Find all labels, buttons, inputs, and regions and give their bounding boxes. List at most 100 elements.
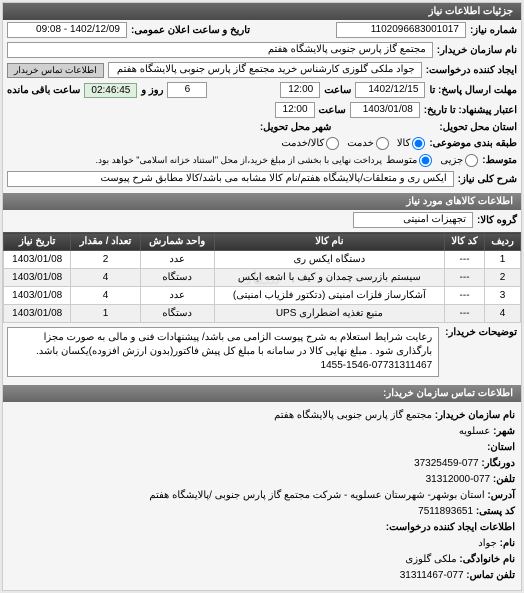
c-family-label: نام خانوادگی: [459, 554, 515, 565]
table-body: 1---دستگاه ایکس ریعدد21403/01/082---سیست… [4, 251, 521, 323]
c-creator-info-label: اطلاعات ایجاد کننده درخواست: [9, 520, 515, 536]
c-name-label: نام: [500, 538, 515, 549]
announce-value: 1402/12/09 - 09:08 [7, 22, 127, 38]
table-cell: 4 [71, 269, 140, 287]
c-org-label: نام سازمان خریدار: [435, 410, 515, 421]
col-row: ردیف [485, 233, 521, 251]
table-cell: 1403/01/08 [4, 251, 71, 269]
validity-label: اعتبار پیشنهاد: تا تاریخ: [424, 105, 517, 116]
medium-options: جزیی متوسط [386, 154, 478, 167]
remain-label: ساعت باقی مانده [7, 85, 80, 96]
col-qty: تعداد / مقدار [71, 233, 140, 251]
col-unit: واحد شمارش [140, 233, 214, 251]
pkg-opt3[interactable]: کالا/خدمت [281, 137, 339, 150]
medium-note: پرداخت نهایی با بخشی از مبلغ خرید،از محل… [95, 155, 382, 166]
announce-label: تاریخ و ساعت اعلان عمومی: [131, 25, 250, 36]
purchase-desc-label: توضیحات خریدار: [445, 327, 517, 338]
main-desc-label: شرح کلی نیاز: [458, 174, 517, 185]
time-label-2: ساعت [319, 105, 346, 116]
deadline-label: مهلت ارسال پاسخ: تا [429, 85, 517, 96]
table-cell: 1 [71, 305, 140, 323]
table-cell: 1403/01/08 [4, 269, 71, 287]
c-fax-value: 077-37325459 [414, 458, 479, 469]
table-header-row: ردیف کد کالا نام کالا واحد شمارش تعداد /… [4, 233, 521, 251]
table-cell: 2 [71, 251, 140, 269]
purchase-desc-value: رعایت شرایط استعلام به شرح پیوست الزامی … [7, 327, 439, 377]
table-cell: دستگاه [140, 269, 214, 287]
table-cell: عدد [140, 287, 214, 305]
med-opt1[interactable]: جزیی [440, 154, 478, 167]
col-date: تاریخ نیاز [4, 233, 71, 251]
purchase-desc-row: توضیحات خریدار: رعایت شرایط استعلام به ش… [3, 323, 521, 381]
pkg-radio-2[interactable] [376, 137, 389, 150]
c-postal-label: کد پستی: [476, 506, 515, 517]
med-radio-2[interactable] [419, 154, 432, 167]
c-phone-value: 077-31312000 [426, 474, 491, 485]
row-request-no: شماره نیاز: 1102096683001017 تاریخ و ساع… [3, 20, 521, 40]
table-row: 4---منبع تغذیه اضطراری UPSدستگاه11403/01… [4, 305, 521, 323]
table-cell: منبع تغذیه اضطراری UPS [214, 305, 444, 323]
table-cell: 2 [485, 269, 521, 287]
table-cell: آشکارساز فلزات امنیتی (دتکتور فلزیاب امن… [214, 287, 444, 305]
buyer-label: نام سازمان خریدار: [437, 45, 517, 56]
c-city-label: شهر: [493, 426, 515, 437]
time-label-1: ساعت [324, 85, 351, 96]
contact-band: اطلاعات تماس سازمان خریدار: [3, 385, 521, 402]
med-radio-1[interactable] [465, 154, 478, 167]
c-postal-value: 7511893651 [418, 506, 473, 517]
med-opt2[interactable]: متوسط [386, 154, 432, 167]
medium-label: متوسط: [482, 155, 517, 166]
row-buyer: نام سازمان خریدار: مجتمع گاز پارس جنوبی … [3, 40, 521, 60]
days-label: روز و [141, 85, 163, 96]
c-family-value: ملکی گلوزی [405, 554, 456, 565]
remaining-days: 6 [167, 82, 207, 98]
creator-value: جواد ملکی گلوزی کارشناس خرید مجتمع گاز پ… [108, 62, 422, 78]
request-no-value: 1102096683001017 [336, 22, 466, 38]
group-value: تجهیزات امنیتی [353, 212, 473, 228]
table-cell: 3 [485, 287, 521, 305]
deadline-date: 1402/12/15 [355, 82, 425, 98]
goods-band: اطلاعات کالاهای مورد نیاز [3, 193, 521, 210]
row-group: گروه کالا: تجهیزات امنیتی [3, 210, 521, 230]
col-code: کد کالا [444, 233, 484, 251]
c-phone-label: تلفن: [493, 474, 515, 485]
packaging-options: کالا خدمت کالا/خدمت [281, 137, 425, 150]
row-validity: اعتبار پیشنهاد: تا تاریخ: 1403/01/08 ساع… [3, 100, 521, 120]
table-row: 3---آشکارساز فلزات امنیتی (دتکتور فلزیاب… [4, 287, 521, 305]
row-deadline: مهلت ارسال پاسخ: تا 1402/12/15 ساعت 12:0… [3, 80, 521, 100]
contact-section: نام سازمان خریدار: مجتمع گاز پارس جنوبی … [3, 402, 521, 590]
table-cell: --- [444, 269, 484, 287]
table-row: 2---سیستم بازرسی چمدان و کیف با اشعه ایک… [4, 269, 521, 287]
c-address-label: آدرس: [487, 490, 515, 501]
creator-label: ایجاد کننده درخواست: [426, 65, 517, 76]
pkg-opt1[interactable]: کالا [397, 137, 426, 150]
row-delivery: استان محل تحویل: شهر محل تحویل: [3, 120, 521, 135]
c-fax-label: دورنگار: [481, 458, 515, 469]
c-address-value: استان بوشهر- شهرستان عسلویه - شرکت مجتمع… [149, 490, 484, 501]
city-label: شهر محل تحویل: [260, 122, 332, 133]
table-cell: --- [444, 305, 484, 323]
group-label: گروه کالا: [477, 215, 517, 226]
table-cell: 1 [485, 251, 521, 269]
row-medium: متوسط: جزیی متوسط پرداخت نهایی با بخشی ا… [3, 152, 521, 169]
row-creator: ایجاد کننده درخواست: جواد ملکی گلوزی کار… [3, 60, 521, 80]
pkg-radio-1[interactable] [412, 137, 425, 150]
details-panel: جزئیات اطلاعات نیاز شماره نیاز: 11020966… [2, 2, 522, 591]
request-no-label: شماره نیاز: [470, 25, 517, 36]
pkg-opt2[interactable]: خدمت [347, 137, 389, 150]
province-label: استان محل تحویل: [439, 122, 517, 133]
row-packaging: طبقه بندی موضوعی: کالا خدمت کالا/خدمت [3, 135, 521, 152]
table-cell: --- [444, 251, 484, 269]
panel-title: جزئیات اطلاعات نیاز [3, 3, 521, 20]
buyer-value: مجتمع گاز پارس جنوبی پالایشگاه هفتم [7, 42, 433, 58]
col-name: نام کالا [214, 233, 444, 251]
contact-info-button[interactable]: اطلاعات تماس خریدار [7, 63, 104, 78]
c-city-value: عسلویه [459, 426, 491, 437]
table-cell: 4 [71, 287, 140, 305]
table-cell: 4 [485, 305, 521, 323]
pkg-radio-3[interactable] [326, 137, 339, 150]
main-desc-value: ایکس ری و متعلقات/پالایشگاه هفتم/نام کال… [7, 171, 454, 187]
table-cell: 1403/01/08 [4, 305, 71, 323]
c-name-value: جواد [478, 538, 497, 549]
c-org-value: مجتمع گاز پارس جنوبی پالایشگاه هفتم [274, 410, 432, 421]
